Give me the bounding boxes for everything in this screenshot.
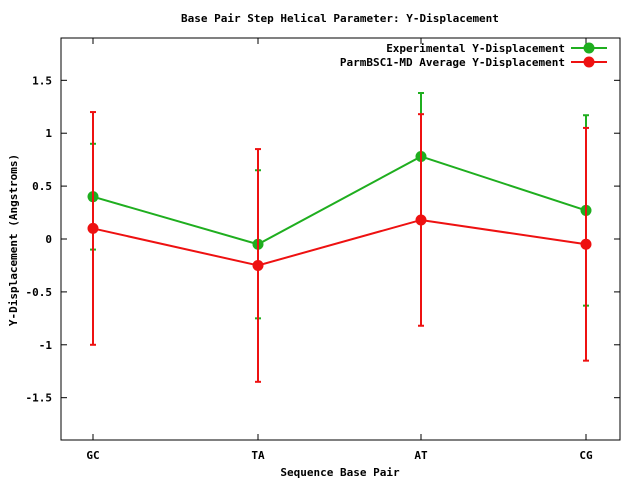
legend-label: Experimental Y-Displacement [386,42,565,55]
y-tick-label: -1.5 [26,392,53,405]
y-tick-label: 1.5 [32,74,52,87]
x-tick-label: AT [414,449,428,462]
y-tick-label: -1 [39,339,53,352]
data-point [415,214,427,226]
series-2 [87,111,592,383]
y-tick-label: 1 [45,127,52,140]
y-tick-label: -0.5 [26,286,53,299]
series-1 [87,92,592,320]
data-point [252,259,264,271]
data-point [580,238,592,250]
series-line [92,155,587,246]
series-layer [87,92,592,383]
y-tick-label: 0.5 [32,180,52,193]
legend-marker [583,56,595,68]
x-tick-label: GC [86,449,99,462]
plot-frame [60,37,621,441]
axes: 1.5 1 0.5 0 -0.5 -1 -1.5 GC TA AT CG [26,38,620,462]
x-axis-label: Sequence Base Pair [280,466,400,479]
x-tick-label: TA [251,449,265,462]
series-line [92,218,587,267]
y-tick-label: 0 [45,233,52,246]
data-point [87,222,99,234]
y-axis-label: Y-Displacement (Angstroms) [7,154,20,326]
chart-title: Base Pair Step Helical Parameter: Y-Disp… [181,12,499,25]
legend-marker [583,42,595,54]
legend-label: ParmBSC1-MD Average Y-Displacement [340,56,565,69]
x-tick-label: CG [579,449,593,462]
